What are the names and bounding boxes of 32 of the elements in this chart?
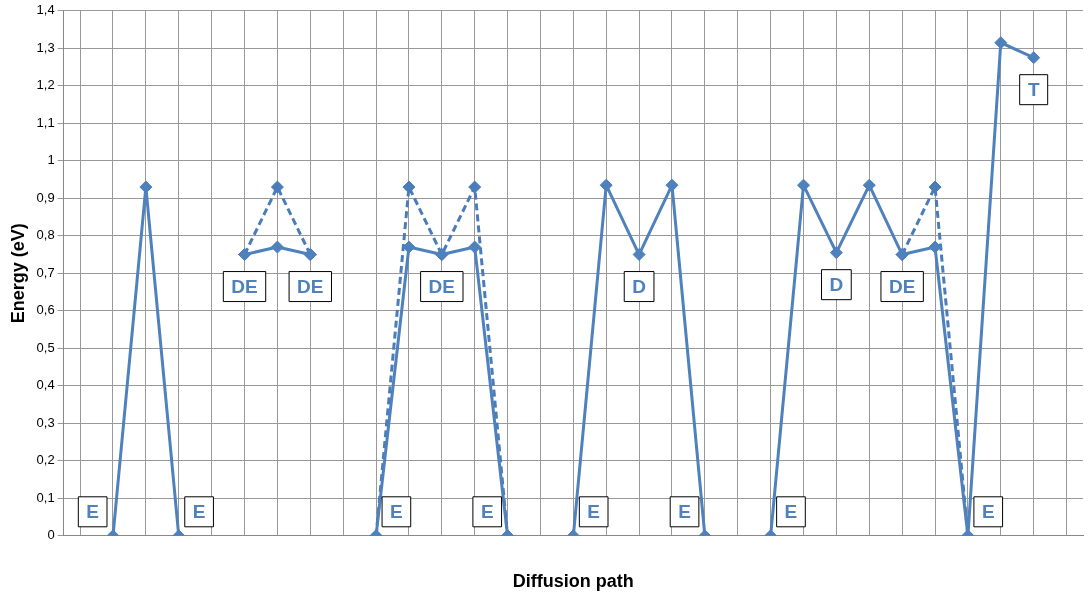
data-label: E xyxy=(784,501,798,523)
data-label: E xyxy=(587,501,601,523)
data-label: E xyxy=(678,501,691,523)
y-tick-label: 1,3 xyxy=(36,39,55,55)
y-tick-label: 0,6 xyxy=(36,302,55,318)
data-label: DE xyxy=(297,275,324,297)
y-tick-label: 0,2 xyxy=(36,452,55,468)
data-label: DE xyxy=(428,275,456,297)
data-label: DE xyxy=(231,275,258,297)
y-tick-label: 0,5 xyxy=(36,339,55,355)
y-tick-label: 0,7 xyxy=(36,264,55,280)
y-tick-label: 0 xyxy=(47,527,55,543)
y-tick-label: 0,1 xyxy=(36,489,55,505)
data-label: D xyxy=(632,275,646,297)
y-tick-label: 0,3 xyxy=(36,414,55,430)
data-label: D xyxy=(829,273,844,295)
data-label: E xyxy=(86,501,99,523)
data-label: DE xyxy=(888,275,916,297)
y-tick-label: 1,1 xyxy=(36,114,55,130)
data-label: E xyxy=(390,501,403,523)
y-tick-label: 1 xyxy=(47,152,55,168)
y-tick-label: 1,2 xyxy=(36,77,55,93)
y-tick-label: 1,4 xyxy=(36,2,55,18)
y-tick-label: 0,9 xyxy=(36,189,55,205)
data-label: T xyxy=(1027,78,1040,100)
y-tick-label: 0,8 xyxy=(36,227,55,243)
y-tick-label: 0,4 xyxy=(36,377,55,393)
data-label: E xyxy=(981,501,995,523)
x-axis-title: Diffusion path xyxy=(512,571,634,592)
y-axis-title: Energy (eV) xyxy=(7,223,28,324)
data-label: E xyxy=(192,501,206,523)
data-label: E xyxy=(480,501,494,523)
